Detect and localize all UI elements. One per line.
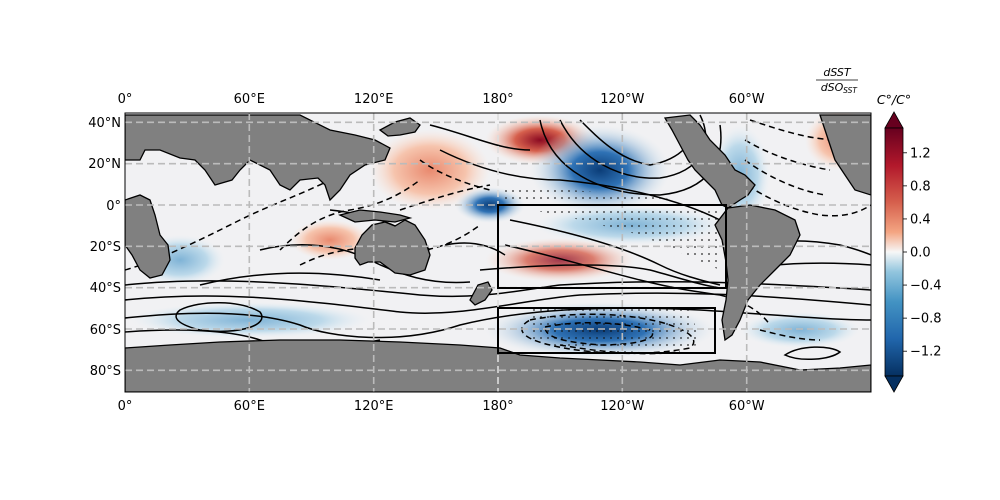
gridlines <box>125 113 871 392</box>
colorbar-tick-label: 0.4 <box>910 212 931 227</box>
lon-label-top: 60°W <box>729 92 765 107</box>
lon-label-bottom: 120°E <box>354 399 394 414</box>
colorbar-tick-label: 1.2 <box>910 146 931 161</box>
map-frame <box>124 112 872 393</box>
box-tropical-east-pacific <box>497 204 727 289</box>
colorbar-tick-label: −1.2 <box>910 345 942 360</box>
lat-label: 20°S <box>90 240 121 255</box>
lat-label: 40°N <box>88 116 121 131</box>
colorbar-tick-label: −0.8 <box>910 312 942 327</box>
new-zealand <box>469 281 493 306</box>
lat-label: 0° <box>106 199 121 214</box>
colorbar: C°/C° 1.2 0.8 0.4 0.0 −0.4 −0.8 −1.2 <box>877 92 942 393</box>
figure-title: dSST dSO SST <box>816 66 858 95</box>
africa <box>125 194 171 279</box>
colorbar-extend-min <box>884 375 904 393</box>
greenland-europe <box>819 114 871 196</box>
lat-label: 80°S <box>90 364 121 379</box>
lat-label: 20°N <box>88 157 121 172</box>
japan <box>378 117 421 137</box>
lat-label: 40°S <box>90 281 121 296</box>
eurasia <box>125 114 391 202</box>
indonesia <box>338 209 413 223</box>
lon-label-bottom: 60°E <box>234 399 265 414</box>
lon-label-bottom: 0° <box>118 399 133 414</box>
colorbar-bar <box>884 127 904 377</box>
lon-label-bottom: 60°W <box>729 399 765 414</box>
lon-label-top: 180° <box>482 92 513 107</box>
colorbar-tick-label: −0.4 <box>910 279 942 294</box>
colorbar-tick-label: 0.0 <box>910 246 931 261</box>
title-denominator: dSO <box>821 81 844 94</box>
lon-label-top: 120°W <box>600 92 644 107</box>
lon-labels-bottom: 0° 60°E 120°E 180° 120°W 60°W <box>118 399 765 414</box>
title-numerator: dSST <box>823 66 852 79</box>
colorbar-extend-max <box>884 111 904 129</box>
lon-label-top: 120°E <box>354 92 394 107</box>
box-southern-ocean-pacific <box>497 307 716 354</box>
region-boxes <box>497 204 727 354</box>
lon-labels-top: 0° 60°E 120°E 180° 120°W 60°W <box>118 92 765 107</box>
lon-label-top: 60°E <box>234 92 265 107</box>
lat-label: 60°S <box>90 323 121 338</box>
colorbar-tick-label: 0.8 <box>910 179 931 194</box>
colorbar-unit: C°/C° <box>877 92 911 107</box>
lon-label-bottom: 180° <box>482 399 513 414</box>
map-panel <box>125 113 871 392</box>
lon-label-bottom: 120°W <box>600 399 644 414</box>
lat-labels: 40°N 20°N 0° 20°S 40°S 60°S 80°S <box>88 116 121 379</box>
lon-label-top: 0° <box>118 92 133 107</box>
colorbar-ticks: 1.2 0.8 0.4 0.0 −0.4 −0.8 −1.2 <box>903 146 942 360</box>
title-denominator-subscript: SST <box>843 86 858 95</box>
